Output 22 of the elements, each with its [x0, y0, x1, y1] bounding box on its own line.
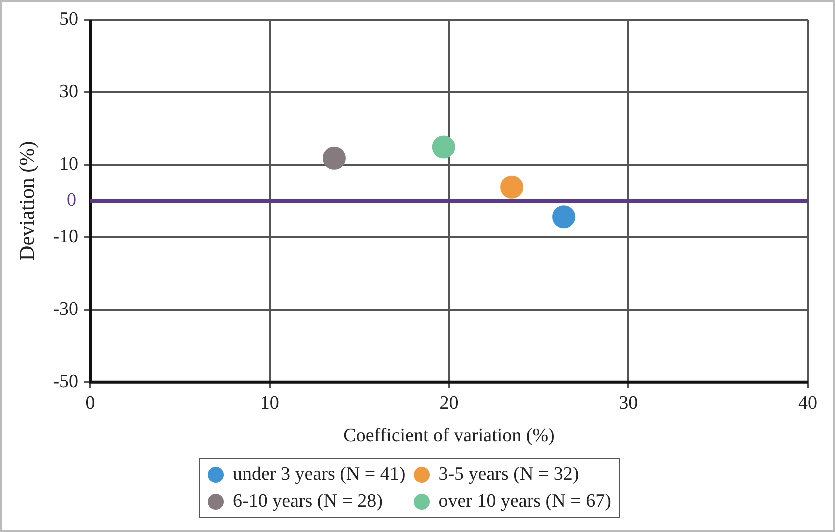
x-axis-title: Coefficient of variation (%) [344, 426, 555, 447]
y-tick-label: 50 [60, 8, 79, 30]
point [322, 146, 346, 170]
ref-line-label: 0 [67, 190, 77, 212]
legend-label: 3-5 years (N = 32) [438, 463, 580, 487]
x-tick-label: 20 [440, 392, 459, 414]
y-tick-label: -10 [53, 226, 79, 248]
legend-label: over 10 years (N = 67) [438, 490, 612, 514]
point [432, 136, 456, 159]
y-axis-title: Deviation (%) [15, 141, 40, 261]
x-tick-label: 30 [619, 392, 638, 414]
x-tick-label: 0 [86, 392, 96, 414]
x-tick-label: 40 [798, 392, 818, 414]
y-tick-label: 10 [60, 154, 79, 175]
x-tick-label: 10 [260, 392, 280, 414]
point [552, 206, 576, 229]
legend-label: 6-10 years (N = 28) [233, 490, 384, 514]
legend-label: under 3 years (N = 41) [233, 463, 406, 487]
y-tick-label: -50 [53, 371, 79, 392]
y-tick-label: 30 [60, 81, 79, 102]
y-tick-label: -30 [53, 298, 79, 320]
point [500, 176, 524, 199]
